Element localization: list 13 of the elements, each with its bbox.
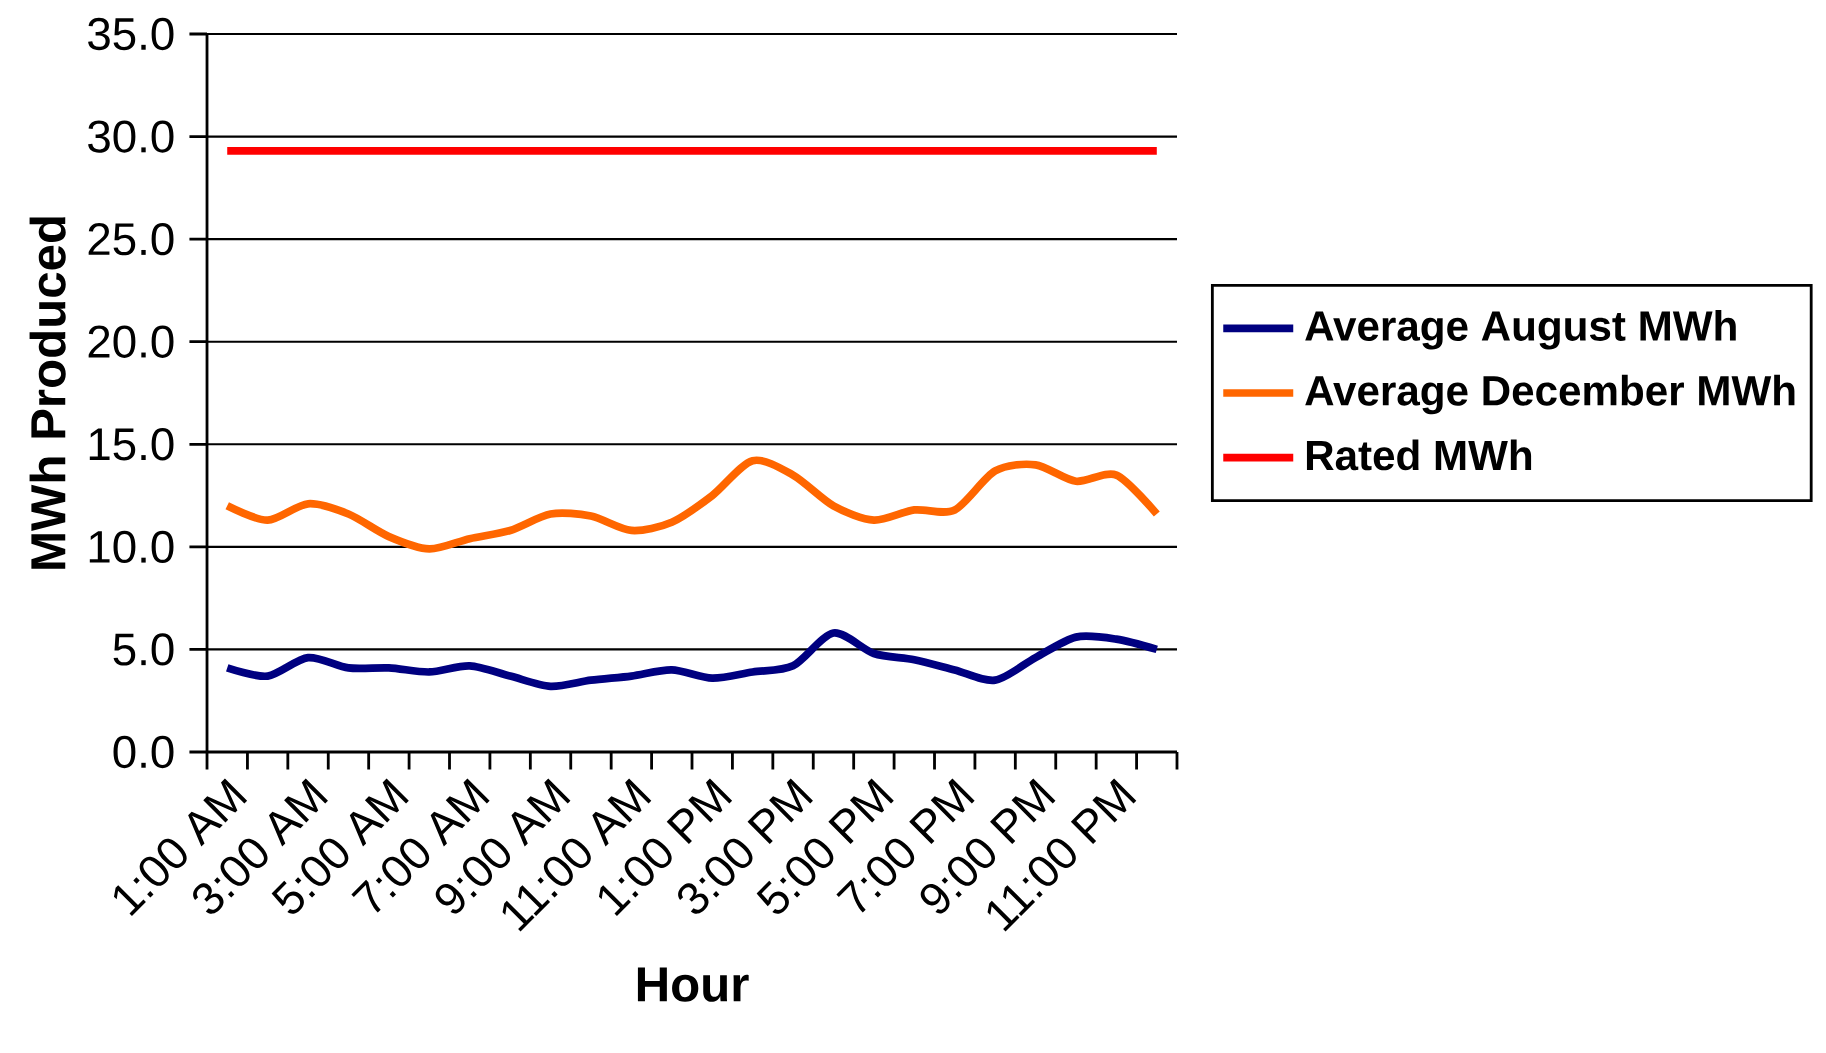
x-axis-title: Hour bbox=[637, 967, 749, 1002]
y-tick-label: 25.0 bbox=[88, 222, 174, 256]
y-tick-label: 15.0 bbox=[89, 428, 174, 461]
y-tick-label: 30.0 bbox=[88, 120, 174, 153]
y-tick-label: 20.0 bbox=[88, 325, 174, 358]
y-tick-label: 35.0 bbox=[88, 17, 174, 51]
y-tick-label: 5.0 bbox=[113, 633, 174, 666]
legend-label: Average August MWh bbox=[1305, 309, 1736, 350]
legend-label: Average December MWh bbox=[1305, 374, 1795, 415]
y-tick-label: 0.0 bbox=[113, 735, 174, 769]
y-axis-title: MWh Produced bbox=[29, 217, 66, 569]
y-tick-label: 10.0 bbox=[89, 530, 174, 564]
legend-label: Rated MWh bbox=[1306, 439, 1532, 471]
